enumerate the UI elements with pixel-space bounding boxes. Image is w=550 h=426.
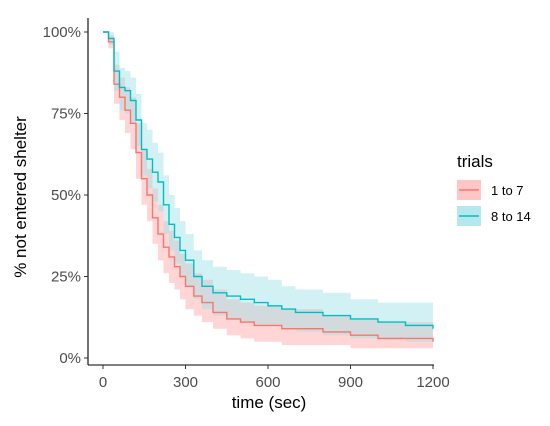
y-axis-label: % not entered shelter — [11, 116, 30, 278]
legend-title: trials — [457, 152, 493, 171]
y-tick-label: 50% — [51, 187, 81, 204]
x-tick-label: 300 — [173, 374, 198, 391]
y-tick-label: 0% — [59, 350, 81, 367]
legend-label: 1 to 7 — [491, 183, 524, 198]
x-tick-label: 600 — [255, 374, 280, 391]
confidence-bands — [103, 32, 433, 352]
axes: 0% 25% 50% 75% 100% 0 300 600 900 1200 — [43, 18, 450, 391]
series-line-8-to-14 — [103, 31, 434, 329]
y-tick-label: 100% — [43, 24, 81, 41]
series-line-1-to-7 — [103, 31, 434, 342]
legend-item-1-to-7: 1 to 7 — [457, 180, 524, 200]
confidence-band-1-to-7 — [103, 32, 433, 352]
x-tick-label: 0 — [99, 374, 107, 391]
confidence-band-8-to-14 — [103, 32, 433, 342]
legend: trials 1 to 7 8 to 14 — [457, 152, 531, 226]
x-tick-label: 900 — [338, 374, 363, 391]
y-tick-label: 25% — [51, 269, 81, 286]
x-axis-label: time (sec) — [232, 393, 307, 412]
legend-label: 8 to 14 — [491, 209, 531, 224]
x-tick-label: 1200 — [416, 374, 449, 391]
legend-item-8-to-14: 8 to 14 — [457, 206, 531, 226]
series-lines — [103, 31, 434, 342]
y-tick-label: 75% — [51, 106, 81, 123]
